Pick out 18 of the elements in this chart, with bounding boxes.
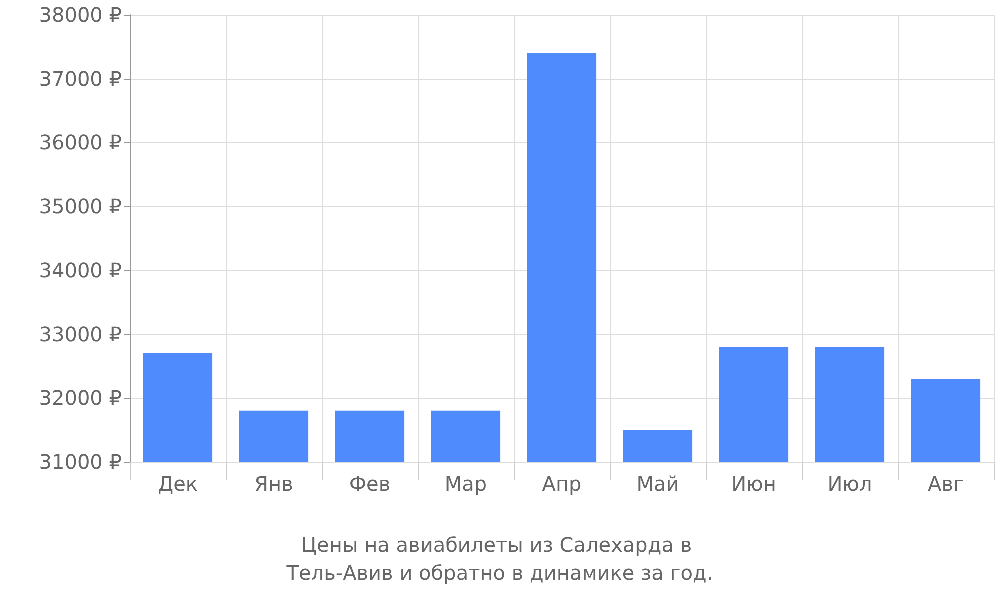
x-tick-label: Мар xyxy=(444,472,488,496)
x-tick-label: Июл xyxy=(828,472,872,496)
y-tick-label: 38000 ₽ xyxy=(39,3,122,27)
x-tick-label: Фев xyxy=(349,472,391,496)
y-tick-label: 37000 ₽ xyxy=(39,66,122,91)
y-tick-label: 33000 ₽ xyxy=(39,322,122,346)
x-tick-label: Дек xyxy=(158,472,198,496)
y-tick-label: 31000 ₽ xyxy=(39,450,122,474)
x-tick-label: Янв xyxy=(254,472,294,496)
x-tick-label: Апр xyxy=(542,472,582,496)
y-tick-label: 36000 ₽ xyxy=(39,130,122,155)
x-tick-label: Авг xyxy=(928,472,964,496)
x-tick-label: Июн xyxy=(732,472,776,496)
y-tick-label: 34000 ₽ xyxy=(39,258,122,282)
x-tick-label: Май xyxy=(636,472,680,496)
text: Цены на авиабилеты из Салехарда в Тель-Авив и обратно в динамике за год. xyxy=(286,533,714,585)
y-tick-label: 32000 ₽ xyxy=(39,386,122,410)
y-tick-label: 35000 ₽ xyxy=(39,194,122,219)
